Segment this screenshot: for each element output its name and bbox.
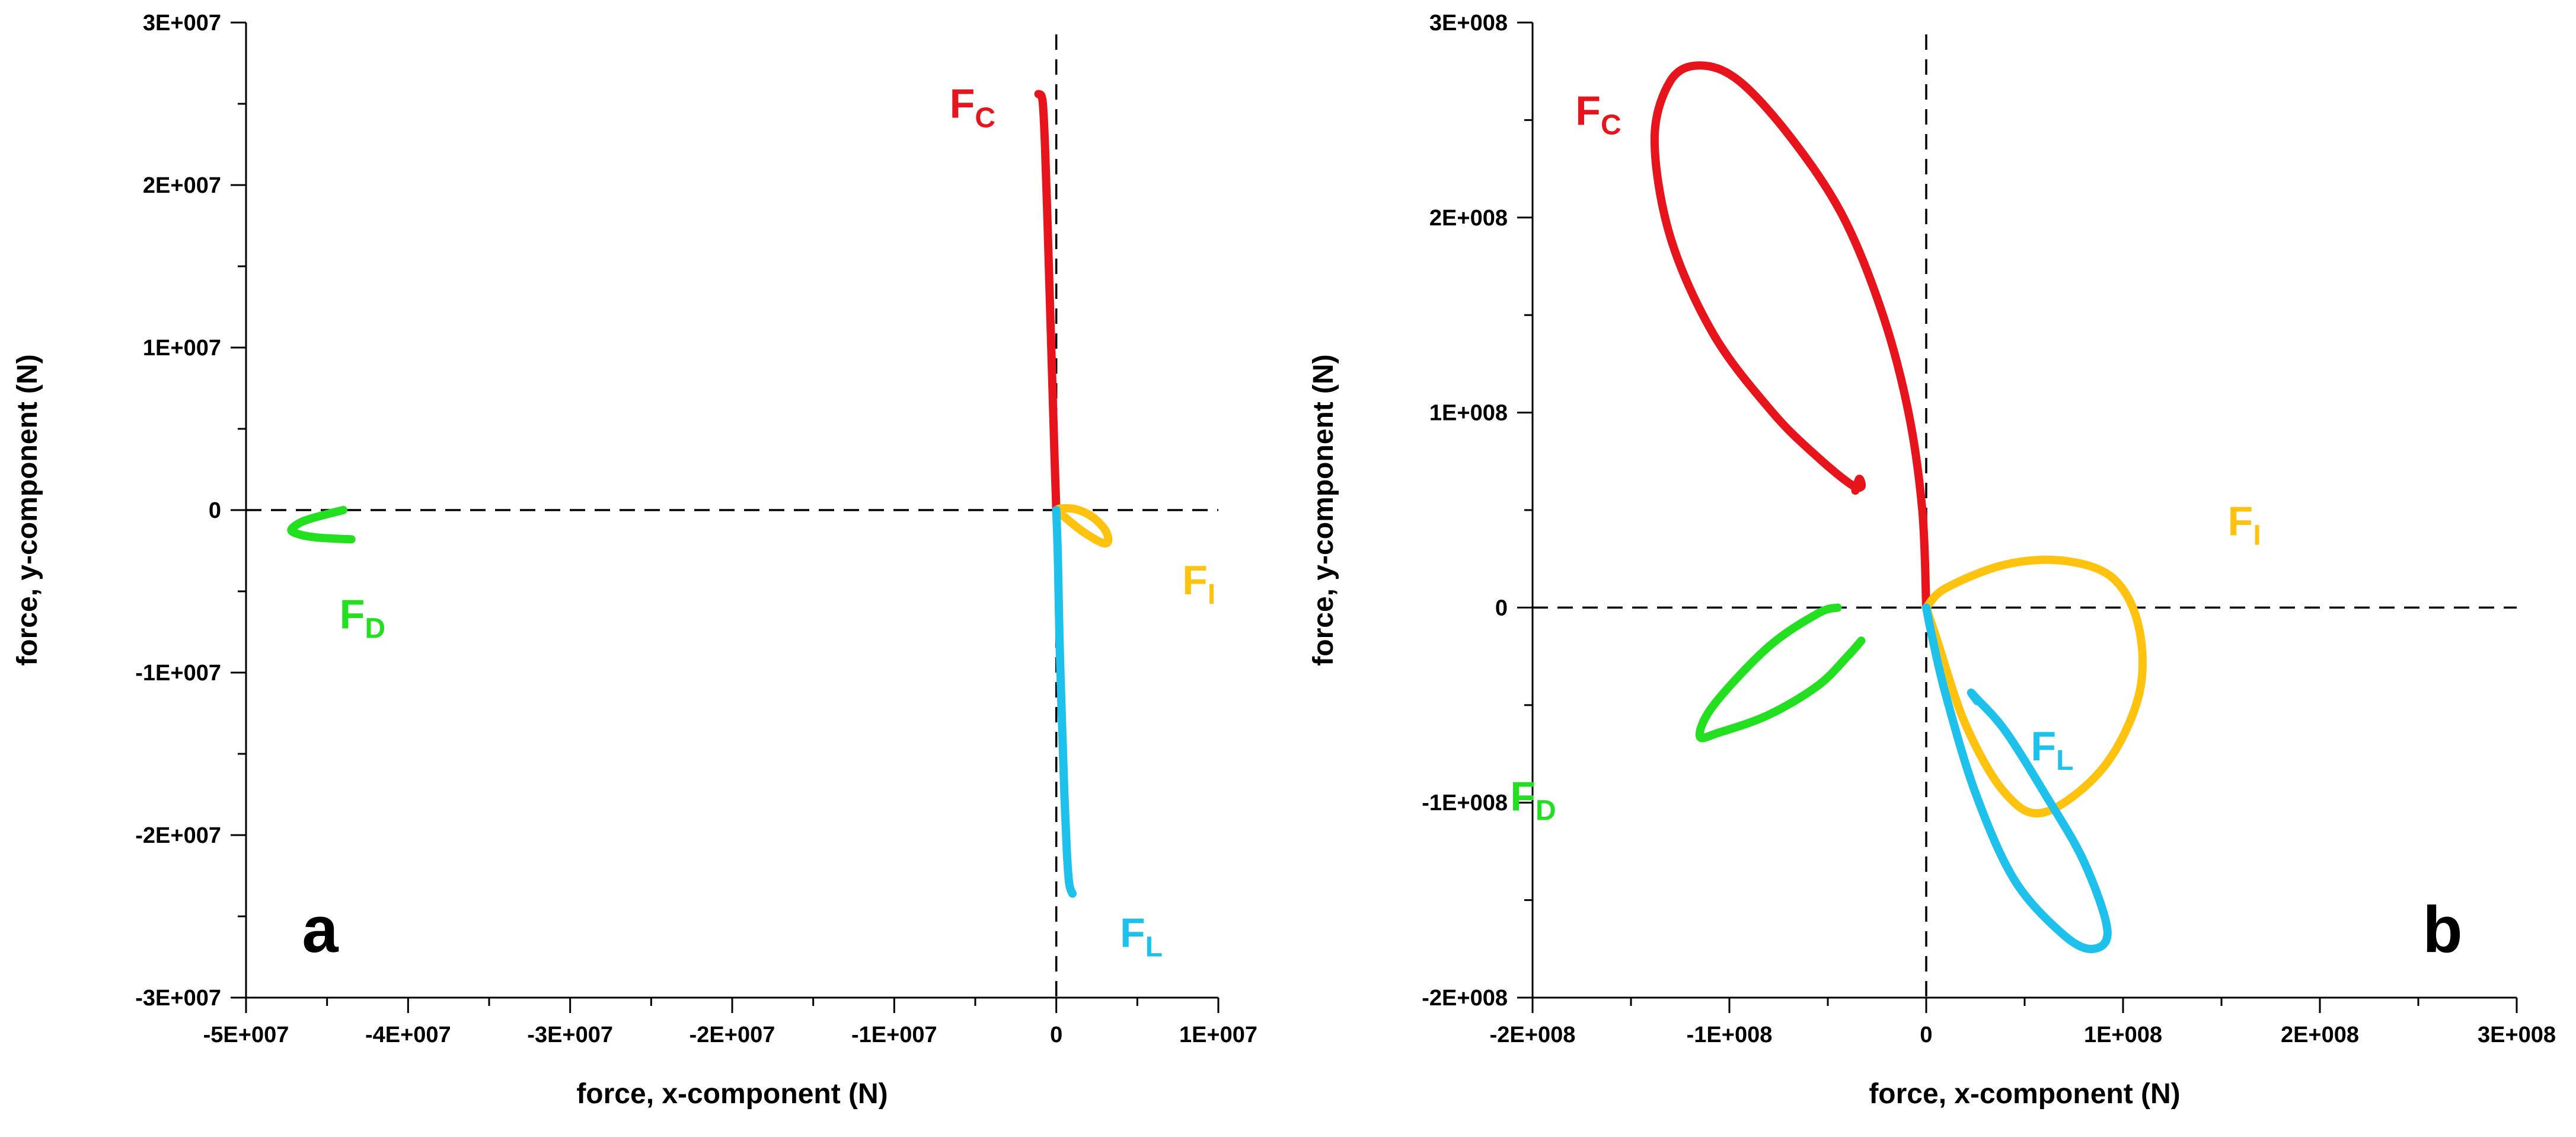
series-label-main: F xyxy=(2031,723,2056,769)
y-axis-title: force, y-component (N) xyxy=(12,354,43,665)
y-tick-label: 3E+007 xyxy=(143,11,221,36)
series-curve-f-l xyxy=(1922,603,2112,954)
y-tick-label: -2E+008 xyxy=(1422,986,1508,1011)
y-axis-title: force, y-component (N) xyxy=(1308,354,1339,665)
y-tick-label: -1E+007 xyxy=(135,661,221,686)
x-tick-label: 1E+008 xyxy=(2084,1023,2162,1047)
y-tick-label: 1E+007 xyxy=(143,336,221,361)
series-label-subscript: I xyxy=(1208,579,1215,610)
series-curve-f-c xyxy=(1650,61,1930,612)
series-label-subscript: L xyxy=(2056,745,2073,776)
y-tick-label: 0 xyxy=(209,498,221,523)
panel-letter: a xyxy=(302,893,339,966)
x-tick-label: 0 xyxy=(1920,1023,1932,1047)
series-label-f-i: FI xyxy=(2228,498,2261,551)
series-label-main: F xyxy=(1575,87,1601,133)
x-tick-label: -4E+007 xyxy=(365,1023,451,1047)
x-axis-title: force, x-component (N) xyxy=(576,1078,888,1110)
series-label-f-l: FL xyxy=(2031,723,2073,776)
y-tick-label: -1E+008 xyxy=(1422,791,1508,816)
y-tick-label: 0 xyxy=(1495,595,1508,620)
x-axis-title: force, x-component (N) xyxy=(1869,1078,2180,1110)
x-tick-label: -3E+007 xyxy=(527,1023,613,1047)
x-tick-label: 1E+007 xyxy=(1179,1023,1257,1047)
series-label-subscript: I xyxy=(2253,520,2261,551)
series-label-subscript: L xyxy=(1145,932,1163,963)
series-curve-f-d xyxy=(287,506,356,544)
series-label-f-d: FD xyxy=(340,591,385,644)
y-tick-label: -3E+007 xyxy=(135,986,221,1011)
series-label-f-c: FC xyxy=(950,81,995,134)
x-tick-label: -1E+007 xyxy=(851,1023,937,1047)
series-label-f-d: FD xyxy=(1510,773,1556,826)
y-tick-label: 3E+008 xyxy=(1429,11,1508,36)
y-tick-label: 1E+008 xyxy=(1429,401,1508,426)
panel-letter: b xyxy=(2422,893,2462,966)
series-label-main: F xyxy=(2228,498,2253,544)
series-curve-f-c xyxy=(1034,90,1061,514)
series-label-main: F xyxy=(950,81,975,127)
x-tick-label: 3E+008 xyxy=(2478,1023,2556,1047)
series-curve-f-i xyxy=(1922,555,2147,818)
series-label-subscript: C xyxy=(975,103,995,134)
series-label-f-c: FC xyxy=(1575,87,1621,141)
series-label-main: F xyxy=(1120,910,1145,956)
x-tick-label: 0 xyxy=(1050,1023,1062,1047)
panel-a: -5E+007 -4E+007 -3E+007 -2E+007 -1E+007 0 1E+0… xyxy=(12,11,1257,1110)
series-curve-f-d xyxy=(1695,603,1866,743)
x-tick-label: -5E+007 xyxy=(203,1023,289,1047)
series-label-main: F xyxy=(1510,773,1536,819)
series-label-subscript: D xyxy=(365,613,385,644)
series-curve-f-l xyxy=(1052,506,1077,898)
x-tick-label: -2E+007 xyxy=(690,1023,775,1047)
y-tick-label: -2E+007 xyxy=(135,823,221,848)
y-tick-label: 2E+008 xyxy=(1429,206,1508,231)
series-label-main: F xyxy=(340,591,365,637)
series-label-f-i: FI xyxy=(1182,557,1215,610)
x-tick-label: -2E+008 xyxy=(1490,1023,1576,1047)
series-label-f-l: FL xyxy=(1120,910,1163,963)
y-tick-label: 2E+007 xyxy=(143,173,221,198)
panel-b: -2E+008 -1E+008 0 1E+008 2E+008 3E+008 -2E+008… xyxy=(1308,11,2556,1110)
x-tick-label: -1E+008 xyxy=(1687,1023,1773,1047)
x-tick-label: 2E+008 xyxy=(2281,1023,2359,1047)
series-label-subscript: C xyxy=(1601,109,1621,141)
series-label-subscript: D xyxy=(1536,795,1556,826)
series-label-main: F xyxy=(1182,557,1208,603)
series-curve-f-i xyxy=(1052,504,1113,548)
